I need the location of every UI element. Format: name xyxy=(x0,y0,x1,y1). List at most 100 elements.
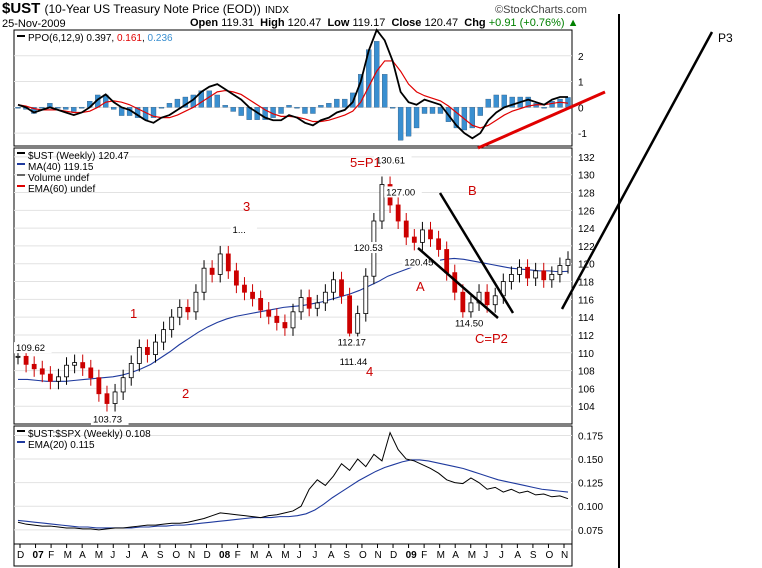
price-candle xyxy=(282,322,288,329)
price-label-bg xyxy=(337,355,376,367)
x-tick-label: 08 xyxy=(219,550,231,561)
price-candle xyxy=(39,368,45,375)
ratio-tick-label: 0.075 xyxy=(578,526,603,537)
ratio-panel: 0.175 0.150 0.125 0.100 0.075 $UST:$SPX (Week… xyxy=(14,429,603,537)
close-label: Close xyxy=(391,17,422,29)
x-tick-label: S xyxy=(530,550,537,561)
price-candle xyxy=(508,274,514,282)
price-legend-swatch xyxy=(17,185,25,187)
price-label-bg xyxy=(373,154,412,166)
chart-date: 25-Nov-2009 xyxy=(2,18,66,30)
wave-label: 3 xyxy=(243,199,250,214)
price-candle xyxy=(460,291,466,313)
ppo-legend-swatch xyxy=(17,35,25,37)
ppo-panel: 2 1 0 -1 PPO(6,12,9) 0.397, 0.161, 0.236 xyxy=(14,28,587,141)
price-candle xyxy=(161,329,166,343)
price-tick-label: 114 xyxy=(578,313,594,324)
price-tick-label: 130 xyxy=(578,171,595,182)
ppo-histogram-bar xyxy=(310,107,316,114)
ppo-line xyxy=(17,28,568,140)
ppo-histogram-bar xyxy=(55,107,61,109)
x-tick-label: A xyxy=(79,550,86,561)
x-tick-label: A xyxy=(514,550,521,561)
ratio-line xyxy=(17,431,569,531)
open-value: 119.31 xyxy=(221,17,255,29)
ratio-frame xyxy=(13,425,573,545)
x-tick-label: J xyxy=(483,550,488,561)
x-tick-label: D xyxy=(204,550,211,561)
ratio-tick-label: 0.150 xyxy=(578,455,603,466)
ppo-histogram-bar xyxy=(358,74,364,108)
ppo-legend-hist: 0.236 xyxy=(148,33,173,44)
x-tick-label: A xyxy=(452,550,459,561)
x-tick-label: M xyxy=(64,550,72,561)
ppo-histogram-bar xyxy=(230,107,236,112)
price-label-bg xyxy=(90,413,129,425)
price-candle xyxy=(242,284,247,293)
low-value: 119.17 xyxy=(352,17,386,29)
high-value: 120.47 xyxy=(287,17,322,29)
price-candle xyxy=(492,295,498,306)
price-candle xyxy=(290,311,296,329)
price-legend-entry: MA(40) 119.15 xyxy=(28,162,94,173)
price-label-bg xyxy=(402,256,441,268)
price-candle xyxy=(517,266,522,275)
price-candle xyxy=(258,298,264,311)
price-candle xyxy=(72,362,78,366)
chg-value: +0.91 (+0.76%) xyxy=(488,17,565,29)
channel-line-upper xyxy=(438,192,515,314)
ppo-histogram-bar xyxy=(421,107,428,114)
ppo-histogram-bar xyxy=(278,107,284,114)
price-label: 111.44 xyxy=(340,357,368,368)
price-candle xyxy=(31,363,37,370)
price-candle xyxy=(64,364,69,378)
price-candle xyxy=(177,306,183,318)
price-candle xyxy=(411,236,417,243)
x-tick-label: O xyxy=(359,550,367,561)
price-legend-swatch xyxy=(17,174,25,176)
price-candle xyxy=(225,253,231,272)
price-candle xyxy=(428,229,433,240)
price-candle xyxy=(549,274,555,281)
price-candle xyxy=(15,355,21,358)
price-candle xyxy=(23,355,29,365)
price-label: 1... xyxy=(233,225,246,236)
x-tick-label: J xyxy=(499,550,504,561)
ppo-histogram-bar xyxy=(222,105,228,108)
ppo-histogram-bar xyxy=(342,98,348,108)
ppo-histogram-bar xyxy=(63,107,69,110)
ppo-histogram-bar xyxy=(429,107,436,114)
price-candle xyxy=(484,291,490,306)
price-label-bg xyxy=(384,186,422,198)
high-label: High xyxy=(260,17,285,29)
price-candle xyxy=(314,302,320,309)
price-label: 103.73 xyxy=(93,415,122,426)
price-candle xyxy=(339,279,344,297)
price-candle xyxy=(80,362,86,369)
ppo-histogram-bar xyxy=(166,103,173,108)
ppo-legend-label: PPO(6,12,9) 0.397, xyxy=(28,33,117,44)
x-tick-label: 07 xyxy=(33,550,45,561)
x-tick-label: J xyxy=(126,550,131,561)
p3-projection-line xyxy=(560,31,714,310)
price-candle xyxy=(96,377,102,395)
price-label: 109.62 xyxy=(16,343,45,354)
ratio-legend-swatch xyxy=(17,430,25,432)
price-candle xyxy=(436,238,441,250)
price-candle xyxy=(274,315,280,323)
price-candle xyxy=(565,258,571,266)
ppo-histogram-bar xyxy=(477,107,483,116)
price-label-bg xyxy=(351,242,390,254)
price-candle xyxy=(525,266,530,279)
ppo-histogram-bar xyxy=(501,94,507,108)
price-candle xyxy=(403,220,409,238)
x-tick-label: F xyxy=(235,550,241,561)
price-candle xyxy=(395,204,401,222)
x-tick-label: M xyxy=(281,550,289,561)
x-tick-label: 09 xyxy=(406,550,418,561)
x-tick-label: M xyxy=(250,550,258,561)
ppo-tick-label: 0 xyxy=(578,103,584,114)
price-candle xyxy=(331,279,336,293)
ppo-histogram-bar xyxy=(262,107,268,120)
ohlc-readout: Open 119.31 High 120.47 Low 119.17 Close… xyxy=(190,17,579,29)
